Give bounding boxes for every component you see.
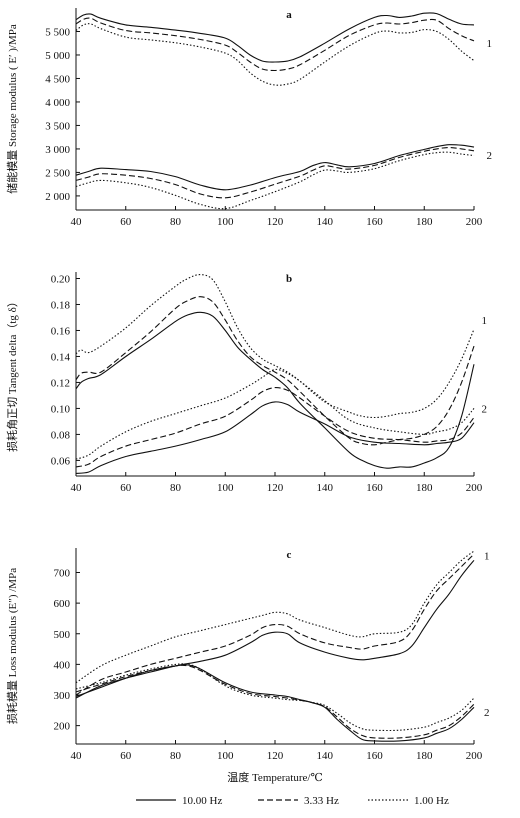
- y-tick-label: 600: [54, 598, 71, 610]
- y-tick-label: 0.08: [51, 429, 71, 441]
- y-tick-label: 0.06: [51, 455, 71, 467]
- panel-letter: a: [286, 9, 292, 21]
- y-axis-label: 储能模量 Storage modulus ( E′ )/MPa: [5, 24, 19, 194]
- y-tick-label: 4 000: [45, 97, 70, 109]
- y-tick-label: 300: [54, 690, 71, 702]
- curve-group-label: 1: [486, 38, 492, 50]
- y-tick-label: 0.14: [51, 351, 71, 363]
- panel-letter: b: [286, 273, 292, 285]
- x-tick-label: 200: [466, 482, 483, 494]
- x-tick-label: 40: [71, 216, 83, 228]
- x-tick-label: 120: [267, 482, 284, 494]
- x-tick-label: 160: [366, 216, 383, 228]
- y-tick-label: 0.10: [51, 403, 71, 415]
- y-tick-label: 500: [54, 629, 71, 641]
- curve-group-label: 2: [481, 403, 487, 415]
- x-tick-label: 200: [466, 750, 483, 762]
- x-tick-label: 140: [317, 482, 334, 494]
- x-tick-label: 160: [366, 750, 383, 762]
- x-tick-label: 160: [366, 482, 383, 494]
- y-tick-label: 2 000: [45, 191, 70, 203]
- legend-label-dotted: 1.00 Hz: [414, 795, 449, 807]
- y-tick-label: 5 000: [45, 50, 70, 62]
- x-tick-label: 200: [466, 216, 483, 228]
- x-tick-label: 40: [71, 750, 83, 762]
- y-axis-label: 损耗角正切 Tangent delta（tg δ）: [5, 296, 19, 452]
- x-tick-label: 60: [120, 482, 132, 494]
- x-tick-label: 80: [170, 216, 182, 228]
- y-tick-label: 0.18: [51, 299, 71, 311]
- x-tick-label: 120: [267, 216, 284, 228]
- x-tick-label: 140: [317, 750, 334, 762]
- y-tick-label: 700: [54, 568, 71, 580]
- x-tick-label: 100: [217, 750, 234, 762]
- series-line-2-solid: [75, 401, 475, 474]
- panel-b-tangent-delta: 40 60 80 100 120 140 160 180 200 0.06 0.08 0.10 0.12…: [5, 272, 487, 494]
- series-line-2-dotted: [75, 663, 475, 732]
- x-tick-label: 60: [120, 750, 132, 762]
- y-axis-label: 损耗模量 Loss modulus (E″) /MPa: [5, 568, 19, 724]
- y-tick-label: 3 000: [45, 144, 70, 156]
- series-line-1-dashed: [75, 553, 475, 696]
- y-tick-label: 0.16: [51, 325, 71, 337]
- series-line-1-dashed: [75, 17, 475, 72]
- series-line-1-solid: [75, 12, 475, 63]
- panel-a-storage-modulus: 40 60 80 100 120 140 160 180 200 2 000 2 500 3 000 3…: [5, 8, 492, 228]
- series-line-1-dotted: [75, 550, 475, 684]
- curve-group-label: 2: [486, 150, 492, 162]
- x-tick-label: 180: [416, 482, 433, 494]
- x-tick-label: 80: [170, 482, 182, 494]
- legend: 10.00 Hz 3.33 Hz 1.00 Hz: [136, 795, 449, 807]
- x-tick-label: 40: [71, 482, 83, 494]
- panel-c-loss-modulus: 40 60 80 100 120 140 160 180 200 200 300 400 500 600 7…: [5, 548, 489, 762]
- y-tick-label: 200: [54, 721, 71, 733]
- series-line-1-solid: [75, 311, 475, 469]
- curve-group-label: 1: [484, 551, 490, 563]
- x-tick-label: 120: [267, 750, 284, 762]
- panel-letter: c: [287, 549, 292, 561]
- series-line-2-dotted: [75, 151, 475, 210]
- y-tick-label: 3 500: [45, 120, 70, 132]
- y-tick-label: 4 500: [45, 73, 70, 85]
- series-line-2-dotted: [75, 368, 475, 460]
- series-line-2-dashed: [75, 387, 475, 468]
- x-tick-label: 60: [120, 216, 132, 228]
- curve-group-label: 1: [481, 315, 487, 327]
- legend-label-dashed: 3.33 Hz: [304, 795, 339, 807]
- series-line-1-dashed: [75, 296, 475, 446]
- y-tick-label: 0.12: [51, 377, 70, 389]
- x-tick-label: 140: [317, 216, 334, 228]
- series-line-1-dotted: [75, 23, 475, 86]
- x-tick-label: 180: [416, 216, 433, 228]
- series-line-2-dashed: [75, 146, 475, 199]
- series-line-2-dashed: [75, 664, 475, 739]
- x-axis-label: 温度 Temperature/℃: [227, 770, 323, 784]
- y-tick-label: 400: [54, 659, 71, 671]
- x-tick-label: 100: [217, 216, 234, 228]
- x-tick-label: 100: [217, 482, 234, 494]
- curve-group-label: 2: [484, 707, 490, 719]
- y-tick-label: 2 500: [45, 167, 70, 179]
- legend-label-solid: 10.00 Hz: [182, 795, 222, 807]
- x-tick-label: 80: [170, 750, 182, 762]
- x-tick-label: 180: [416, 750, 433, 762]
- y-tick-label: 0.20: [51, 273, 71, 285]
- series-line-2-solid: [75, 144, 475, 191]
- y-tick-label: 5 500: [45, 26, 70, 38]
